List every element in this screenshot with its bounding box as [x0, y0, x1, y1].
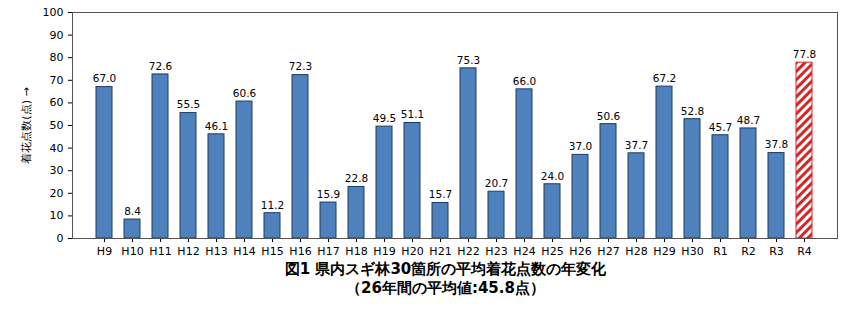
svg-text:H15: H15 [261, 245, 283, 258]
svg-text:90: 90 [50, 29, 64, 42]
svg-text:37.7: 37.7 [625, 139, 648, 151]
svg-text:24.0: 24.0 [541, 170, 564, 182]
svg-text:H30: H30 [681, 245, 703, 258]
svg-text:49.5: 49.5 [373, 112, 396, 124]
svg-text:75.3: 75.3 [457, 54, 480, 66]
svg-text:15.9: 15.9 [317, 188, 340, 200]
svg-text:52.8: 52.8 [681, 105, 704, 117]
svg-text:H24: H24 [513, 245, 535, 258]
svg-text:60: 60 [50, 96, 64, 109]
svg-text:20.7: 20.7 [485, 177, 508, 189]
svg-text:0: 0 [57, 232, 64, 245]
svg-text:46.1: 46.1 [205, 120, 228, 132]
svg-text:H19: H19 [373, 245, 395, 258]
svg-text:H27: H27 [597, 245, 619, 258]
svg-text:H22: H22 [457, 245, 479, 258]
svg-text:着花点数(点) →: 着花点数(点) → [20, 87, 33, 163]
svg-text:R4: R4 [797, 245, 812, 258]
svg-text:H10: H10 [121, 245, 143, 258]
svg-text:40: 40 [50, 142, 64, 155]
svg-text:51.1: 51.1 [401, 108, 424, 120]
svg-text:80: 80 [50, 51, 64, 64]
svg-text:R2: R2 [741, 245, 756, 258]
svg-text:H17: H17 [317, 245, 339, 258]
svg-text:37.0: 37.0 [569, 140, 592, 152]
svg-text:50: 50 [50, 119, 64, 132]
svg-text:50.6: 50.6 [597, 110, 621, 122]
svg-text:H12: H12 [177, 245, 199, 258]
svg-text:60.6: 60.6 [233, 87, 257, 99]
svg-text:67.2: 67.2 [653, 72, 676, 84]
svg-text:20: 20 [50, 187, 64, 200]
svg-text:72.6: 72.6 [149, 60, 173, 72]
svg-text:R3: R3 [769, 245, 784, 258]
svg-text:H25: H25 [541, 245, 563, 258]
svg-text:H13: H13 [205, 245, 227, 258]
svg-text:H20: H20 [401, 245, 423, 258]
svg-text:H9: H9 [97, 245, 112, 258]
html-text:（26年間の平均値:45.8点）: （26年間の平均値:45.8点） [346, 279, 545, 297]
svg-text:70: 70 [50, 74, 64, 87]
svg-text:H18: H18 [345, 245, 367, 258]
svg-text:66.0: 66.0 [513, 75, 536, 87]
svg-text:H26: H26 [569, 245, 591, 258]
svg-text:R1: R1 [713, 245, 728, 258]
svg-text:55.5: 55.5 [177, 98, 200, 110]
svg-text:H29: H29 [653, 245, 675, 258]
svg-text:H11: H11 [149, 245, 171, 258]
svg-text:8.4: 8.4 [124, 205, 141, 217]
svg-text:H28: H28 [625, 245, 647, 258]
svg-text:100: 100 [43, 6, 64, 19]
svg-text:37.8: 37.8 [765, 138, 788, 150]
svg-text:72.3: 72.3 [289, 60, 312, 72]
svg-text:H16: H16 [289, 245, 311, 258]
svg-text:48.7: 48.7 [737, 114, 760, 126]
svg-text:45.7: 45.7 [709, 121, 732, 133]
svg-text:10: 10 [50, 209, 64, 222]
svg-text:77.8: 77.8 [793, 48, 816, 60]
svg-text:11.2: 11.2 [261, 199, 284, 211]
svg-text:H23: H23 [485, 245, 507, 258]
svg-text:22.8: 22.8 [345, 172, 368, 184]
svg-text:H21: H21 [429, 245, 451, 258]
svg-text:H14: H14 [233, 245, 255, 258]
svg-text:15.7: 15.7 [429, 188, 452, 200]
html-text:図1 県内スギ林30箇所の平均着花点数の年変化: 図1 県内スギ林30箇所の平均着花点数の年変化 [284, 260, 607, 278]
svg-text:30: 30 [50, 164, 64, 177]
svg-text:67.0: 67.0 [93, 72, 116, 84]
